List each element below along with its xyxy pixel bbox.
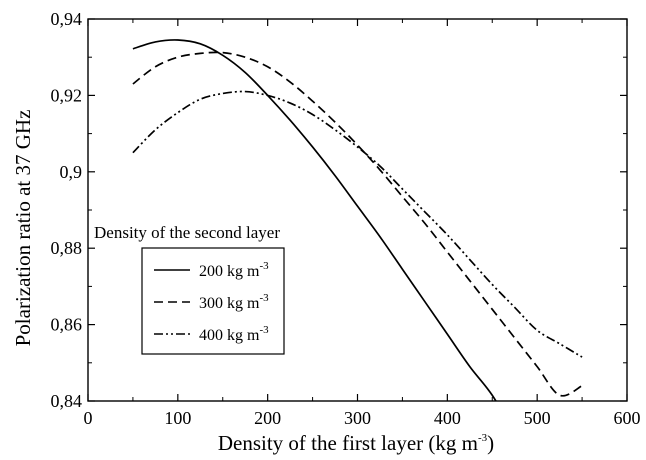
legend-label-400: 400 kg m-3 bbox=[199, 324, 269, 344]
x-tick-label: 100 bbox=[164, 408, 191, 428]
x-tick-label: 400 bbox=[434, 408, 461, 428]
y-tick-label: 0,94 bbox=[51, 9, 83, 29]
x-tick-label: 300 bbox=[344, 408, 371, 428]
y-axis: 0,84 0,86 0,88 0,9 0,92 0,94 bbox=[51, 9, 627, 411]
y-tick-label: 0,92 bbox=[51, 85, 83, 105]
y-tick-label: 0,84 bbox=[51, 391, 83, 411]
x-tick-label: 500 bbox=[524, 408, 551, 428]
x-axis: 0 100 200 300 400 500 600 bbox=[84, 19, 641, 428]
y-tick-label: 0,86 bbox=[51, 315, 83, 335]
x-axis-title-sup: -3 bbox=[478, 432, 488, 444]
x-axis-title-main: Density of the first layer (kg m bbox=[218, 431, 478, 455]
y-tick-label: 0,9 bbox=[60, 162, 83, 182]
legend-label-300: 300 kg m-3 bbox=[199, 292, 269, 312]
series-line-2 bbox=[132, 90, 583, 358]
y-axis-title: Polarization ratio at 37 GHz bbox=[11, 110, 35, 347]
legend-box bbox=[141, 247, 285, 355]
x-tick-label: 0 bbox=[84, 408, 93, 428]
series-lines bbox=[132, 39, 583, 401]
y-tick-label: 0,88 bbox=[51, 238, 83, 258]
legend-label-200: 200 kg m-3 bbox=[199, 260, 269, 280]
legend-title: Density of the second layer bbox=[94, 223, 280, 242]
series-line-0 bbox=[132, 39, 497, 401]
plot-area-border bbox=[87, 18, 628, 402]
x-tick-label: 600 bbox=[614, 408, 641, 428]
plot-frame bbox=[87, 18, 628, 402]
legend: Density of the second layer 200 kg m-3 3… bbox=[94, 223, 285, 355]
x-axis-title-end: ) bbox=[487, 431, 494, 455]
x-axis-title: Density of the first layer (kg m-3) bbox=[218, 431, 494, 455]
x-tick-label: 200 bbox=[254, 408, 281, 428]
